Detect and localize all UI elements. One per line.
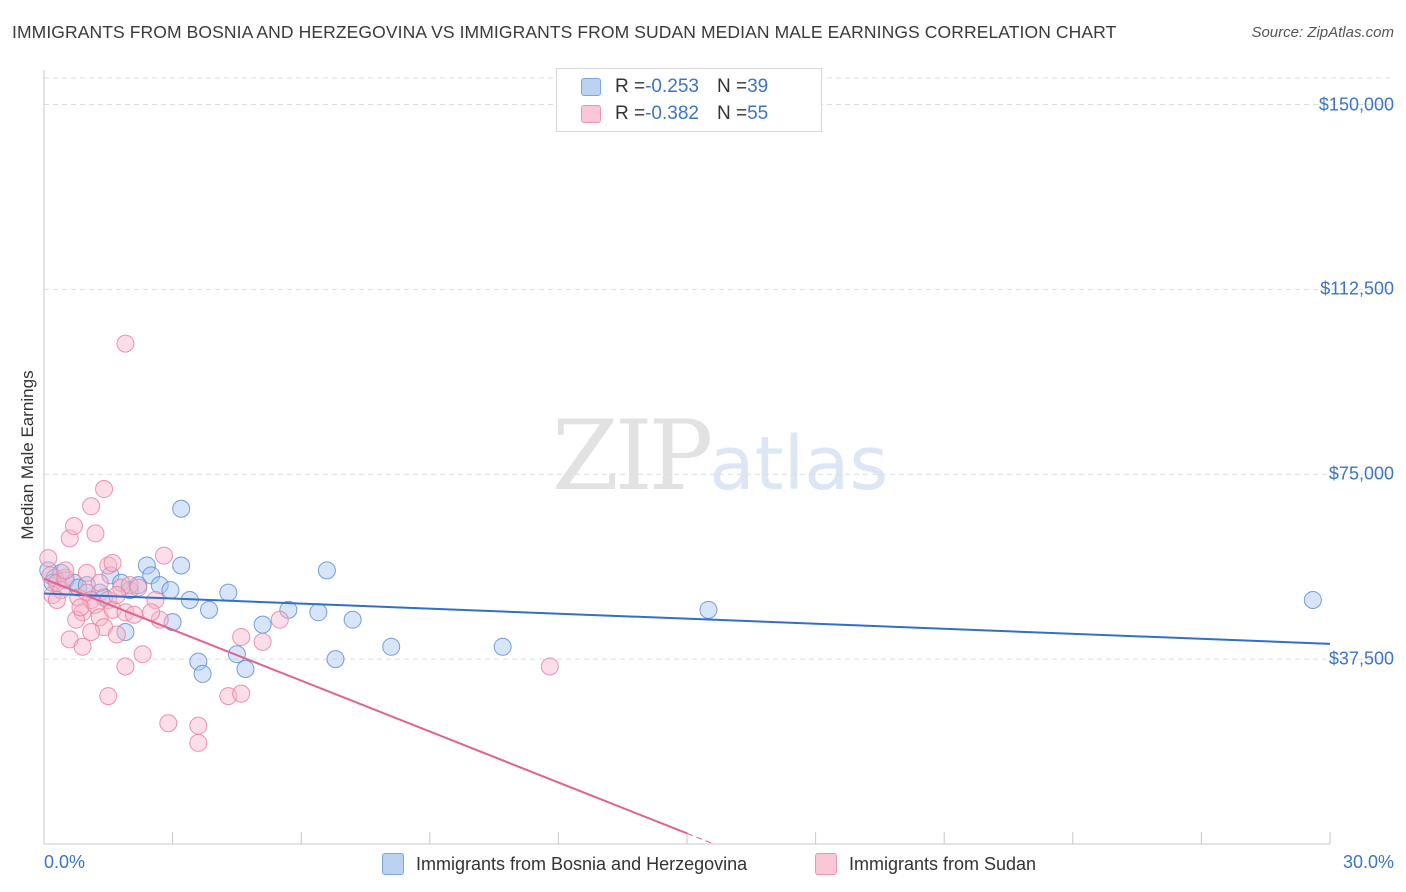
scatter-point-pink — [159, 714, 178, 733]
scatter-point-blue — [172, 556, 191, 575]
scatter-point-blue — [343, 610, 362, 629]
scatter-point-pink — [71, 598, 90, 617]
scatter-point-pink — [82, 623, 101, 642]
scatter-point-blue — [200, 600, 219, 619]
scatter-point-pink — [77, 563, 96, 582]
legend-row-sudan: R = -0.382 N = 55 — [581, 102, 768, 126]
scatter-point-pink — [65, 517, 84, 536]
scatter-point-pink — [116, 657, 135, 676]
scatter-point-blue — [219, 583, 238, 602]
scatter-point-pink — [232, 684, 251, 703]
scatter-point-pink — [107, 625, 126, 644]
trend-line-blue — [43, 592, 1331, 645]
legend-n-label: N = — [716, 103, 748, 124]
scatter-point-blue — [172, 499, 191, 518]
legend-r-label: R = — [615, 103, 646, 124]
correlation-legend: R = -0.253 N = 39 R = -0.382 N = 55 — [556, 68, 822, 132]
scatter-point-pink — [56, 561, 75, 580]
scatter-point-blue — [699, 600, 718, 619]
bottom-legend-swatch-blue — [382, 853, 404, 875]
legend-row-bosnia: R = -0.253 N = 39 — [581, 75, 768, 99]
bottom-legend-swatch-pink — [815, 853, 837, 875]
scatter-point-pink — [86, 524, 105, 543]
scatter-point-pink — [82, 497, 101, 516]
scatter-point-blue — [493, 637, 512, 656]
scatter-point-pink — [133, 645, 152, 664]
scatter-point-pink — [189, 716, 208, 735]
y-tick-label: $75,000 — [1328, 463, 1394, 484]
scatter-point-pink — [540, 657, 559, 676]
scatter-point-blue — [1303, 590, 1322, 609]
scatter-point-blue — [137, 556, 156, 575]
bottom-legend-label: Immigrants from Sudan — [849, 853, 1037, 874]
scatter-point-pink — [129, 578, 148, 597]
legend-n-value: 39 — [747, 76, 769, 97]
x-tick-label-min: 0.0% — [44, 852, 86, 872]
scatter-point-blue — [150, 576, 169, 595]
scatter-point-pink — [95, 480, 114, 499]
legend-r-value: -0.382 — [645, 103, 699, 124]
scatter-point-pink — [103, 553, 122, 572]
x-tick-label-max: 30.0% — [1342, 852, 1394, 872]
legend-r-value: -0.253 — [645, 76, 699, 97]
bottom-legend-label: Immigrants from Bosnia and Herzegovina — [416, 853, 748, 874]
legend-swatch-pink — [581, 105, 601, 123]
source-credit: Source: ZipAtlas.com — [1251, 24, 1394, 41]
scatter-point-blue — [193, 664, 212, 683]
bottom-legend-item-bosnia[interactable]: Immigrants from Bosnia and Herzegovina — [382, 852, 747, 876]
y-tick-label: $150,000 — [1318, 94, 1394, 114]
scatter-point-pink — [270, 610, 289, 629]
scatter-point-blue — [382, 637, 401, 656]
scatter-point-pink — [107, 586, 126, 605]
chart-title: IMMIGRANTS FROM BOSNIA AND HERZEGOVINA V… — [12, 22, 1117, 42]
scatter-point-pink — [155, 546, 174, 565]
scatter-point-pink — [253, 632, 272, 651]
scatter-point-pink — [232, 627, 251, 646]
y-tick-label: $37,500 — [1328, 648, 1394, 669]
scatter-point-pink — [116, 334, 135, 353]
y-axis-label: Median Male Earnings — [18, 370, 37, 540]
scatter-point-pink — [73, 637, 92, 656]
trend-line-pink — [43, 577, 688, 835]
scatter-point-blue — [253, 615, 272, 634]
legend-swatch-blue — [581, 78, 601, 96]
bottom-legend-item-sudan[interactable]: Immigrants from Sudan — [815, 852, 1036, 876]
scatter-point-blue — [309, 603, 328, 622]
scatter-point-pink — [189, 733, 208, 752]
scatter-point-blue — [161, 581, 180, 600]
scatter-point-blue — [326, 650, 345, 669]
legend-n-label: N = — [716, 76, 748, 97]
scatter-point-pink — [90, 573, 109, 592]
y-tick-label: $112,500 — [1320, 278, 1394, 299]
scatter-point-blue — [236, 659, 255, 678]
legend-n-value: 55 — [747, 103, 769, 124]
scatter-point-pink — [47, 590, 66, 609]
trend-line-extension-pink — [686, 832, 715, 845]
legend-r-label: R = — [615, 76, 646, 97]
scatter-point-blue — [317, 561, 336, 580]
scatter-point-pink — [39, 549, 58, 568]
scatter-point-pink — [99, 687, 118, 706]
